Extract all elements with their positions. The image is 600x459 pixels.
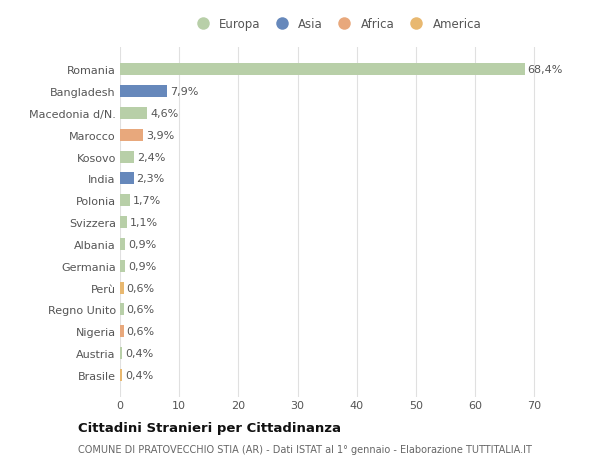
Bar	[120, 108, 147, 120]
Text: 2,4%: 2,4%	[137, 152, 166, 162]
Bar	[120, 195, 130, 207]
Bar	[120, 325, 124, 337]
Text: 0,4%: 0,4%	[125, 348, 154, 358]
Text: 0,4%: 0,4%	[125, 370, 154, 380]
Bar	[120, 151, 134, 163]
Text: 3,9%: 3,9%	[146, 130, 174, 140]
Text: Cittadini Stranieri per Cittadinanza: Cittadini Stranieri per Cittadinanza	[78, 421, 341, 434]
Bar	[120, 369, 122, 381]
Bar	[120, 64, 525, 76]
Bar	[120, 217, 127, 229]
Bar	[120, 86, 167, 98]
Text: 0,6%: 0,6%	[127, 283, 155, 293]
Text: 7,9%: 7,9%	[170, 87, 198, 97]
Text: 0,6%: 0,6%	[127, 305, 155, 315]
Text: COMUNE DI PRATOVECCHIO STIA (AR) - Dati ISTAT al 1° gennaio - Elaborazione TUTTI: COMUNE DI PRATOVECCHIO STIA (AR) - Dati …	[78, 444, 532, 454]
Legend: Europa, Asia, Africa, America: Europa, Asia, Africa, America	[188, 16, 484, 34]
Text: 0,9%: 0,9%	[128, 261, 157, 271]
Text: 1,7%: 1,7%	[133, 196, 161, 206]
Text: 0,9%: 0,9%	[128, 240, 157, 249]
Text: 0,6%: 0,6%	[127, 327, 155, 336]
Bar	[120, 260, 125, 272]
Text: 2,3%: 2,3%	[137, 174, 165, 184]
Bar	[120, 129, 143, 141]
Bar	[120, 173, 134, 185]
Bar	[120, 304, 124, 316]
Bar	[120, 347, 122, 359]
Text: 68,4%: 68,4%	[528, 65, 563, 75]
Text: 4,6%: 4,6%	[150, 109, 178, 118]
Bar	[120, 238, 125, 251]
Bar	[120, 282, 124, 294]
Text: 1,1%: 1,1%	[130, 218, 158, 228]
